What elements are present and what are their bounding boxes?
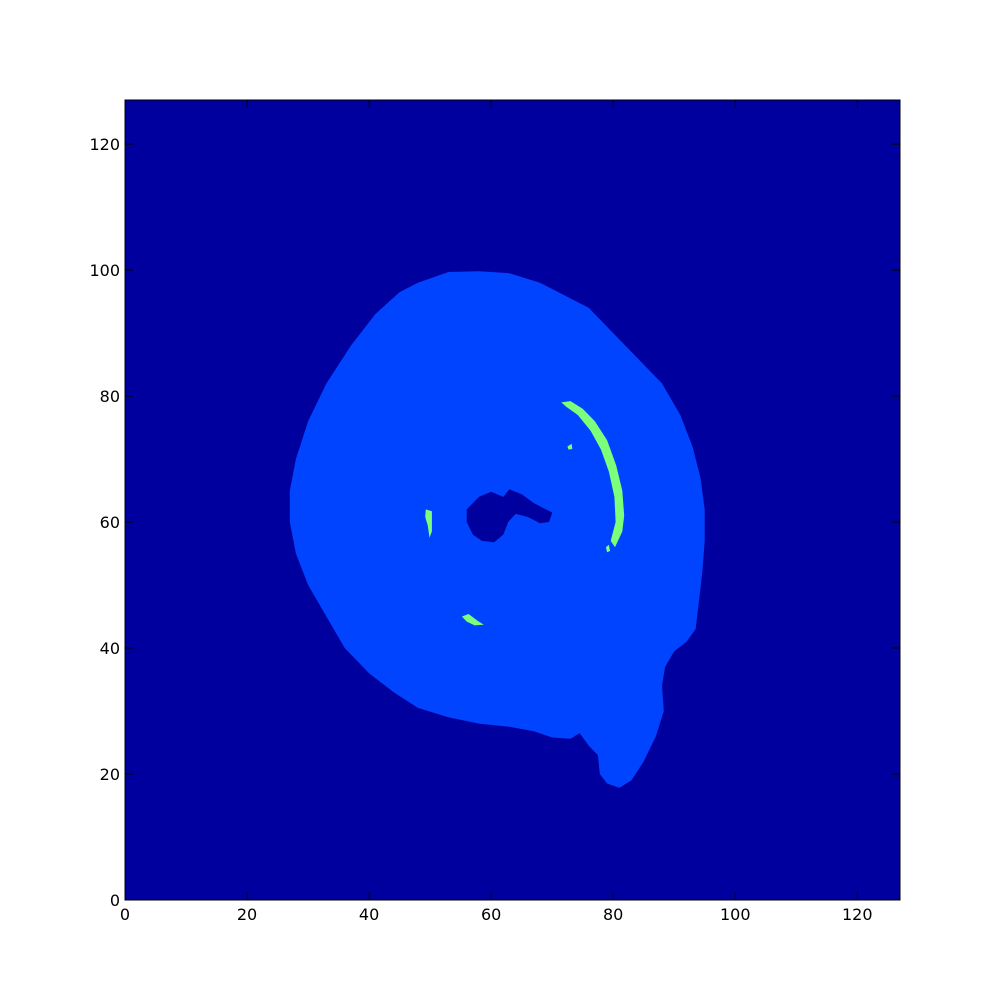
region-green-left-spot (425, 509, 432, 538)
axis-ticks (124, 100, 900, 901)
x-tick-label: 80 (603, 905, 623, 924)
region-green-dot-top (567, 443, 573, 450)
x-tick-label: 0 (120, 905, 130, 924)
x-tick-label: 40 (359, 905, 379, 924)
plot-frame (124, 99, 901, 901)
y-tick-label: 120 (89, 135, 120, 154)
y-tick-label: 40 (100, 639, 120, 658)
x-axis-tick-labels: 0 20 40 60 80 100 120 (120, 905, 873, 924)
y-axis-tick-labels: 0 20 40 60 80 100 120 (89, 135, 120, 910)
region-green-lower-spot (461, 614, 484, 626)
x-tick-label: 20 (237, 905, 257, 924)
region-green-dot-right (605, 544, 611, 553)
region-center-hole (466, 489, 553, 543)
x-tick-label: 100 (720, 905, 751, 924)
x-tick-label: 60 (481, 905, 501, 924)
y-tick-label: 60 (100, 513, 120, 532)
y-tick-label: 20 (100, 765, 120, 784)
y-tick-label: 80 (100, 387, 120, 406)
x-tick-label: 120 (842, 905, 873, 924)
y-tick-label: 0 (110, 891, 120, 910)
y-tick-label: 100 (89, 261, 120, 280)
heatmap-regions (289, 271, 705, 788)
region-green-arc (561, 401, 625, 548)
